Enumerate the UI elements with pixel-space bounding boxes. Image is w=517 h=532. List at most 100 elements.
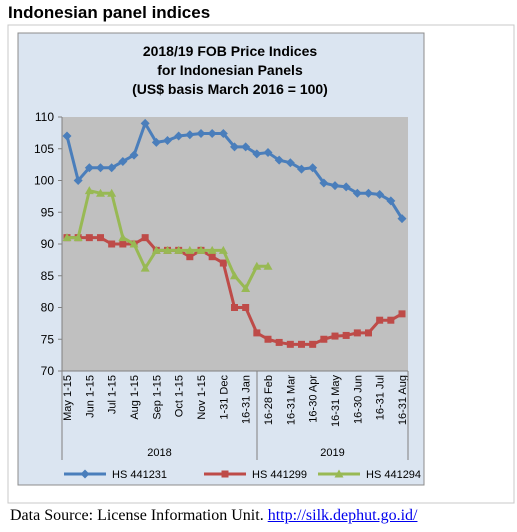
heading: Indonesian panel indices: [8, 3, 211, 22]
legend-label: HS 441231: [112, 469, 167, 481]
data-point: [218, 129, 228, 139]
data-point: [309, 340, 317, 348]
x-tick-label: 16-31 May: [330, 375, 342, 427]
y-tick-label: 70: [41, 364, 55, 378]
y-tick-label: 85: [41, 269, 55, 283]
legend-marker: [80, 469, 90, 479]
data-point: [252, 149, 262, 159]
x-tick-label: 16-31 Mar: [285, 375, 297, 425]
data-point: [330, 181, 340, 191]
data-point: [107, 163, 117, 173]
data-point: [218, 245, 228, 254]
data-point: [231, 304, 238, 311]
data-point: [297, 164, 306, 174]
data-point: [196, 129, 206, 139]
data-point: [252, 261, 262, 270]
x-tick-label: 16-31 Jan: [241, 375, 253, 424]
y-tick-label: 105: [34, 142, 54, 156]
data-point: [253, 329, 261, 337]
data-point: [274, 155, 284, 165]
footer: Data Source: License Information Unit. ht…: [10, 507, 417, 525]
x-tick-label: Sep 1-15: [151, 375, 163, 420]
x-tick-label: Nov 1-15: [196, 375, 208, 420]
x-tick-label: 16-28 Feb: [263, 375, 275, 425]
data-point: [186, 253, 194, 261]
data-point: [241, 142, 251, 152]
data-point: [141, 234, 149, 242]
data-point: [129, 150, 139, 160]
data-point: [264, 335, 272, 343]
data-point: [62, 131, 72, 141]
data-point: [387, 316, 395, 324]
data-point: [242, 304, 250, 311]
data-point: [129, 239, 139, 248]
data-point: [96, 163, 105, 173]
x-tick-label: 16-31 Jul: [375, 375, 387, 420]
legend-marker: [221, 470, 229, 478]
data-point: [342, 331, 350, 339]
data-point: [96, 188, 105, 197]
legend-marker: [334, 469, 344, 478]
data-point: [185, 245, 195, 254]
data-point: [97, 234, 104, 242]
x-tick-label: Jul 1-15: [107, 375, 119, 414]
data-point: [285, 158, 295, 168]
data-point: [163, 245, 172, 254]
data-point: [219, 259, 227, 267]
data-point: [353, 329, 361, 337]
x-tick-label: 16-30 Jun: [352, 375, 364, 424]
data-point: [376, 316, 384, 324]
footer-link[interactable]: http://silk.dephut.go.id/: [267, 507, 418, 524]
x-tick-label: Jun 1-15: [84, 375, 96, 418]
x-tick-label: Aug 1-15: [129, 375, 141, 420]
data-point: [331, 332, 339, 340]
data-point: [185, 130, 195, 140]
group-label: 2019: [320, 447, 344, 459]
data-point: [62, 233, 72, 242]
x-tick-label: 1-31 Dec: [218, 375, 230, 420]
data-point: [73, 176, 83, 185]
data-point: [108, 240, 116, 248]
data-point: [352, 188, 362, 198]
data-point: [298, 340, 305, 348]
data-point: [386, 196, 396, 206]
data-point: [174, 245, 184, 254]
data-point: [118, 156, 128, 166]
y-tick-label: 95: [41, 205, 55, 219]
data-point: [375, 189, 385, 199]
data-point: [263, 261, 273, 270]
chart-title: 2018/19 FOB Price Indices: [143, 43, 318, 59]
legend-label: HS 441294: [366, 469, 421, 481]
data-point: [207, 129, 217, 139]
data-point: [319, 178, 329, 188]
data-point: [364, 188, 373, 198]
legend-label: HS 441299: [252, 469, 307, 481]
y-tick-label: 80: [41, 301, 55, 315]
data-point: [398, 310, 406, 318]
data-point: [208, 253, 216, 261]
data-point: [308, 163, 318, 173]
x-tick-label: 16-30 Apr: [308, 375, 320, 423]
y-tick-label: 110: [35, 110, 54, 124]
chart-title: for Indonesian Panels: [157, 62, 303, 78]
data-point: [107, 188, 117, 197]
data-point: [140, 263, 150, 272]
data-point: [119, 240, 127, 248]
data-point: [85, 234, 93, 242]
data-point: [207, 245, 217, 254]
data-point: [397, 214, 407, 224]
data-point: [275, 338, 283, 346]
data-point: [151, 245, 161, 254]
data-point: [230, 271, 239, 280]
y-tick-label: 75: [41, 332, 55, 346]
group-label: 2018: [147, 447, 171, 459]
data-point: [263, 148, 273, 158]
data-point: [320, 335, 328, 343]
data-point: [140, 118, 150, 128]
data-point: [118, 233, 128, 242]
data-point: [230, 142, 239, 152]
x-tick-label: May 1-15: [62, 375, 74, 421]
data-point: [163, 135, 172, 145]
data-point: [365, 329, 372, 337]
